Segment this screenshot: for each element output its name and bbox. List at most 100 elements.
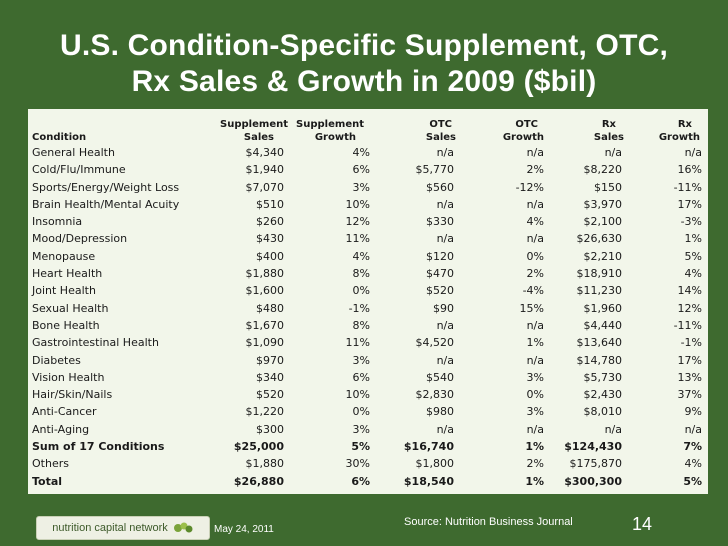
- row-value-cell: $1,960: [554, 300, 638, 317]
- row-value-cell: -12%: [470, 179, 554, 196]
- row-value-cell: -11%: [638, 179, 708, 196]
- row-value-cell: 0%: [292, 282, 386, 299]
- row-value-cell: 9%: [638, 403, 708, 420]
- row-value-cell: n/a: [386, 144, 470, 161]
- row-value-cell: 6%: [292, 369, 386, 386]
- row-value-cell: $8,220: [554, 161, 638, 178]
- header-supplement-sales: Supplement Sales: [212, 112, 292, 144]
- row-value-cell: 3%: [470, 403, 554, 420]
- table-row: Joint Health $1,600 0% $520 -4% $11,230 14%: [28, 282, 708, 299]
- row-value-cell: n/a: [470, 317, 554, 334]
- row-value-cell: $560: [386, 179, 470, 196]
- row-value-cell: $4,520: [386, 334, 470, 351]
- row-value-cell: $18,910: [554, 265, 638, 282]
- row-value-cell: 1%: [470, 473, 554, 490]
- row-value-cell: $260: [212, 213, 292, 230]
- row-value-cell: 5%: [638, 248, 708, 265]
- row-condition-cell: Joint Health: [28, 282, 212, 299]
- row-value-cell: n/a: [554, 421, 638, 438]
- row-value-cell: 17%: [638, 196, 708, 213]
- row-value-cell: $510: [212, 196, 292, 213]
- row-value-cell: $7,070: [212, 179, 292, 196]
- row-value-cell: $120: [386, 248, 470, 265]
- row-value-cell: $340: [212, 369, 292, 386]
- table-row: Anti-Aging $300 3% n/a n/a n/a n/a: [28, 421, 708, 438]
- row-condition-cell: Mood/Depression: [28, 230, 212, 247]
- row-value-cell: $14,780: [554, 352, 638, 369]
- row-value-cell: $8,010: [554, 403, 638, 420]
- row-value-cell: $13,640: [554, 334, 638, 351]
- row-value-cell: 5%: [292, 438, 386, 455]
- row-condition-cell: Menopause: [28, 248, 212, 265]
- row-value-cell: $300: [212, 421, 292, 438]
- row-value-cell: $1,670: [212, 317, 292, 334]
- table-row: Gastrointestinal Health $1,090 11% $4,520 1%…: [28, 334, 708, 351]
- row-condition-cell: Brain Health/Mental Acuity: [28, 196, 212, 213]
- row-value-cell: $480: [212, 300, 292, 317]
- row-value-cell: n/a: [470, 230, 554, 247]
- row-value-cell: 1%: [470, 334, 554, 351]
- row-value-cell: 6%: [292, 161, 386, 178]
- row-condition-cell: General Health: [28, 144, 212, 161]
- row-value-cell: $2,210: [554, 248, 638, 265]
- row-value-cell: n/a: [638, 421, 708, 438]
- row-value-cell: $330: [386, 213, 470, 230]
- nutrition-capital-network-logo: nutrition capital network: [36, 516, 210, 540]
- row-condition-cell: Sum of 17 Conditions: [28, 438, 212, 455]
- row-value-cell: $1,800: [386, 455, 470, 472]
- row-value-cell: n/a: [470, 144, 554, 161]
- table-row: Total $26,880 6% $18,540 1% $300,300 5%: [28, 473, 708, 490]
- table-row: Insomnia $260 12% $330 4% $2,100 -3%: [28, 213, 708, 230]
- row-value-cell: 3%: [470, 369, 554, 386]
- table-row: Mood/Depression $430 11% n/a n/a $26,630 1%: [28, 230, 708, 247]
- row-value-cell: 16%: [638, 161, 708, 178]
- row-value-cell: 4%: [638, 265, 708, 282]
- sales-table: Condition Supplement Sales Supplement Grow…: [28, 112, 708, 490]
- row-value-cell: $540: [386, 369, 470, 386]
- row-value-cell: $520: [386, 282, 470, 299]
- row-value-cell: $1,090: [212, 334, 292, 351]
- row-value-cell: $4,340: [212, 144, 292, 161]
- row-condition-cell: Diabetes: [28, 352, 212, 369]
- row-value-cell: 12%: [638, 300, 708, 317]
- row-value-cell: 11%: [292, 334, 386, 351]
- row-value-cell: -3%: [638, 213, 708, 230]
- table-row: Sexual Health $480 -1% $90 15% $1,960 12%: [28, 300, 708, 317]
- row-value-cell: 8%: [292, 317, 386, 334]
- table-row: General Health $4,340 4% n/a n/a n/a n/a: [28, 144, 708, 161]
- row-value-cell: 37%: [638, 386, 708, 403]
- row-value-cell: $124,430: [554, 438, 638, 455]
- row-value-cell: 3%: [292, 179, 386, 196]
- row-condition-cell: Cold/Flu/Immune: [28, 161, 212, 178]
- row-value-cell: $2,430: [554, 386, 638, 403]
- header-rx-sales: Rx Sales: [554, 112, 638, 144]
- row-value-cell: -4%: [470, 282, 554, 299]
- row-value-cell: $175,870: [554, 455, 638, 472]
- title-line-1: U.S. Condition-Specific Supplement, OTC,: [0, 28, 728, 64]
- table-row: Brain Health/Mental Acuity $510 10% n/a n/a $…: [28, 196, 708, 213]
- row-condition-cell: Hair/Skin/Nails: [28, 386, 212, 403]
- row-value-cell: 12%: [292, 213, 386, 230]
- table-row: Vision Health $340 6% $540 3% $5,730 13%: [28, 369, 708, 386]
- row-value-cell: -1%: [638, 334, 708, 351]
- leaf-icon: [172, 521, 194, 535]
- row-value-cell: $430: [212, 230, 292, 247]
- row-value-cell: 10%: [292, 196, 386, 213]
- row-value-cell: $11,230: [554, 282, 638, 299]
- row-value-cell: 1%: [470, 438, 554, 455]
- row-value-cell: 4%: [638, 455, 708, 472]
- row-condition-cell: Sports/Energy/Weight Loss: [28, 179, 212, 196]
- slide-footer: nutrition capital network May 24, 2011 S…: [0, 506, 728, 546]
- row-value-cell: $1,880: [212, 265, 292, 282]
- row-value-cell: 10%: [292, 386, 386, 403]
- row-value-cell: $1,600: [212, 282, 292, 299]
- row-value-cell: $980: [386, 403, 470, 420]
- row-value-cell: n/a: [386, 352, 470, 369]
- row-value-cell: -1%: [292, 300, 386, 317]
- row-value-cell: n/a: [386, 421, 470, 438]
- row-value-cell: $2,100: [554, 213, 638, 230]
- row-value-cell: n/a: [470, 352, 554, 369]
- row-condition-cell: Vision Health: [28, 369, 212, 386]
- header-supplement-growth: Supplement Growth: [292, 112, 386, 144]
- row-value-cell: n/a: [470, 196, 554, 213]
